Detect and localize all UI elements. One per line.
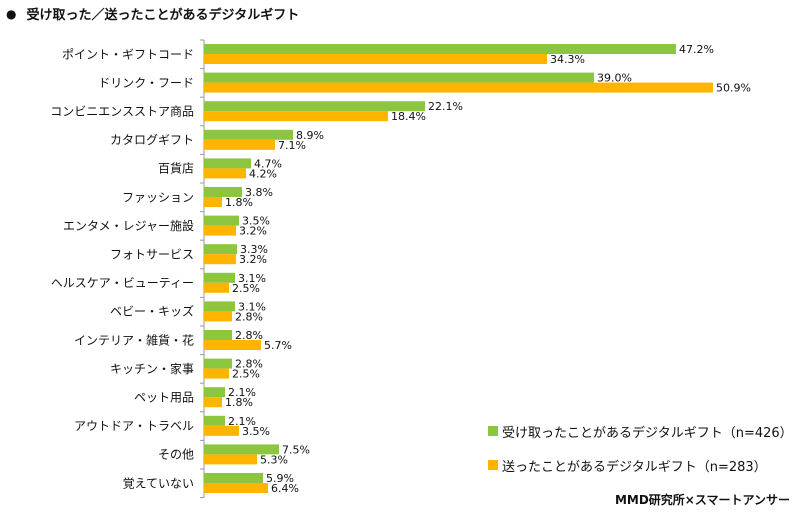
bar-sent	[204, 139, 275, 150]
chart-title: ● 受け取った／送ったことがあるデジタルギフト	[6, 4, 300, 24]
data-label-sent: 34.3%	[550, 53, 585, 66]
data-label-sent: 3.5%	[242, 425, 270, 438]
category-label: 覚えていない	[123, 476, 194, 490]
title-text: 受け取った／送ったことがあるデジタルギフト	[26, 8, 300, 23]
bar-sent	[204, 425, 239, 436]
data-label-received: 3.3%	[240, 243, 268, 256]
data-label-received: 3.5%	[242, 215, 270, 228]
category-label: フォトサービス	[110, 248, 194, 262]
bar-received	[204, 358, 232, 369]
bar-received	[204, 72, 594, 83]
data-label-sent: 1.8%	[225, 196, 253, 209]
data-label-received: 5.9%	[266, 472, 294, 485]
bar-received	[204, 301, 235, 312]
bar-received	[204, 101, 425, 112]
category-label: エンタメ・レジャー施設	[63, 218, 194, 233]
category-label: キッチン・家事	[110, 361, 194, 376]
data-label-received: 7.5%	[282, 443, 310, 456]
data-label-received: 22.1%	[428, 100, 463, 113]
data-label-sent: 4.2%	[249, 167, 277, 180]
bar-sent	[204, 254, 236, 265]
data-label-received: 2.8%	[235, 329, 263, 342]
bar-sent	[204, 111, 388, 122]
data-label-received: 4.7%	[254, 157, 282, 170]
bar-sent	[204, 311, 232, 322]
category-label: その他	[158, 448, 194, 462]
bar-received	[204, 244, 237, 255]
category-label: ペット用品	[134, 391, 194, 405]
data-label-sent: 7.1%	[278, 139, 306, 152]
bar-sent	[204, 397, 222, 408]
bar-received	[204, 444, 279, 455]
source-credit: MMD研究所×スマートアンサー	[614, 493, 790, 507]
data-label-sent: 5.3%	[260, 453, 288, 466]
bar-sent	[204, 368, 229, 379]
bar-received	[204, 187, 242, 197]
data-label-received: 3.1%	[238, 272, 266, 285]
bar-received	[204, 129, 293, 140]
data-label-sent: 5.7%	[264, 339, 292, 352]
bar-sent	[204, 82, 713, 93]
legend-label-received: 受け取ったことがあるデジタルギフト（n=426）	[502, 425, 793, 441]
data-label-sent: 2.5%	[232, 368, 260, 381]
data-label-sent: 2.5%	[232, 282, 260, 295]
data-label-sent: 2.8%	[235, 310, 263, 323]
title-bullet: ●	[6, 6, 17, 21]
bar-received	[204, 473, 263, 483]
bar-sent	[204, 282, 229, 293]
category-label: ファッション	[122, 190, 194, 204]
data-label-received: 3.1%	[238, 300, 266, 313]
data-label-received: 39.0%	[597, 72, 632, 85]
category-label: ドリンク・フード	[98, 76, 194, 90]
bar-received	[204, 415, 225, 426]
bar-sent	[204, 225, 236, 236]
bar-sent	[204, 340, 261, 350]
legend-swatch-received	[488, 426, 498, 436]
legend-item-received: 受け取ったことがあるデジタルギフト（n=426）	[488, 420, 793, 442]
bar-received	[204, 272, 235, 283]
bar-received	[204, 44, 676, 54]
category-label: アウトドア・トラベル	[74, 419, 194, 433]
category-label: ヘルスケア・ビューティー	[51, 276, 194, 290]
data-label-sent: 3.2%	[239, 253, 267, 266]
data-label-received: 8.9%	[296, 129, 324, 142]
bar-sent	[204, 454, 257, 465]
data-label-received: 2.8%	[235, 358, 263, 371]
data-label-sent: 50.9%	[716, 82, 751, 95]
category-label: インテリア・雑貨・花	[74, 332, 194, 347]
data-label-sent: 3.2%	[239, 225, 267, 238]
category-label: コンビニエンスストア商品	[50, 104, 194, 119]
legend-swatch-sent	[488, 460, 498, 470]
data-label-received: 47.2%	[679, 43, 714, 56]
data-label-sent: 18.4%	[391, 110, 426, 123]
category-label: カタログギフト	[110, 133, 194, 147]
legend-label-sent: 送ったことがあるデジタルギフト（n=283）	[502, 459, 767, 475]
legend-item-sent: 送ったことがあるデジタルギフト（n=283）	[488, 454, 793, 476]
bar-received	[204, 215, 239, 226]
bar-sent	[204, 197, 222, 207]
bar-received	[204, 330, 232, 340]
data-label-received: 2.1%	[228, 386, 256, 399]
category-label: ポイント・ギフトコード	[62, 47, 194, 61]
bar-received	[204, 158, 251, 169]
category-label: ベビー・キッズ	[110, 304, 194, 319]
bar-sent	[204, 54, 547, 64]
category-label: 百貨店	[158, 161, 194, 176]
data-label-sent: 6.4%	[271, 482, 299, 495]
bar-sent	[204, 483, 268, 493]
bar-sent	[204, 168, 246, 179]
data-label-received: 3.8%	[245, 186, 273, 199]
bar-received	[204, 387, 225, 398]
data-label-sent: 1.8%	[225, 396, 253, 409]
data-label-received: 2.1%	[228, 415, 256, 428]
legend: 受け取ったことがあるデジタルギフト（n=426） 送ったことがあるデジタルギフト…	[488, 420, 793, 488]
